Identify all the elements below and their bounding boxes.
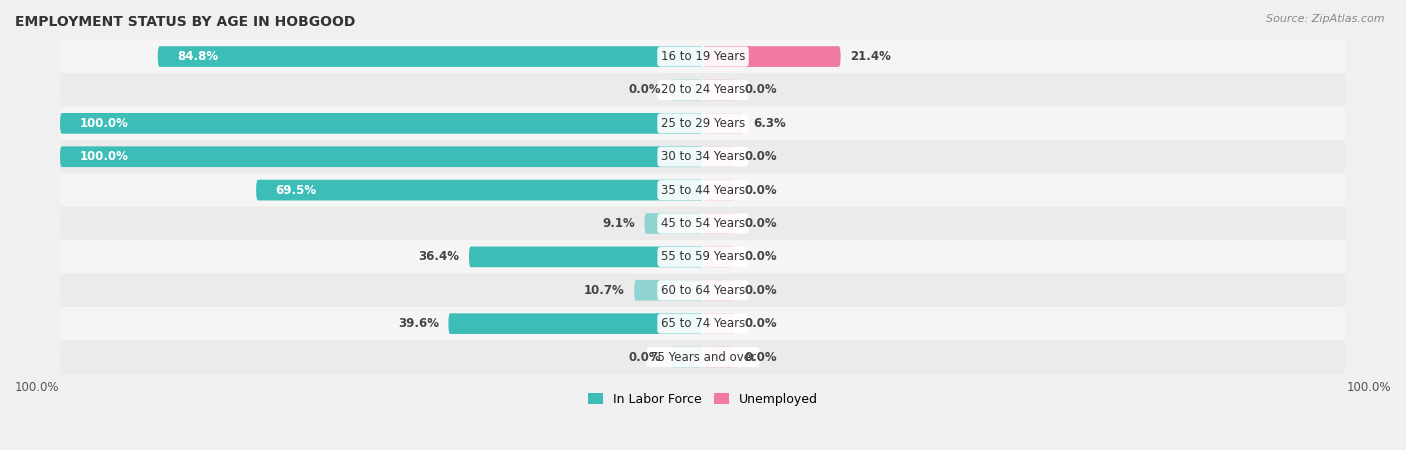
Text: 100.0%: 100.0%: [79, 150, 128, 163]
FancyBboxPatch shape: [60, 173, 1346, 207]
Text: 9.1%: 9.1%: [602, 217, 636, 230]
FancyBboxPatch shape: [671, 346, 703, 367]
FancyBboxPatch shape: [449, 313, 703, 334]
FancyBboxPatch shape: [60, 274, 1346, 307]
FancyBboxPatch shape: [60, 146, 703, 167]
Text: 55 to 59 Years: 55 to 59 Years: [661, 250, 745, 263]
FancyBboxPatch shape: [256, 180, 703, 200]
FancyBboxPatch shape: [60, 240, 1346, 274]
FancyBboxPatch shape: [703, 313, 735, 334]
FancyBboxPatch shape: [60, 107, 1346, 140]
FancyBboxPatch shape: [60, 307, 1346, 340]
Text: 30 to 34 Years: 30 to 34 Years: [661, 150, 745, 163]
Text: 0.0%: 0.0%: [628, 351, 661, 364]
Text: 6.3%: 6.3%: [754, 117, 786, 130]
Text: 10.7%: 10.7%: [583, 284, 624, 297]
Text: 0.0%: 0.0%: [745, 184, 778, 197]
FancyBboxPatch shape: [703, 213, 735, 234]
Text: 0.0%: 0.0%: [745, 150, 778, 163]
Text: 0.0%: 0.0%: [745, 250, 778, 263]
FancyBboxPatch shape: [644, 213, 703, 234]
FancyBboxPatch shape: [60, 113, 703, 134]
Text: 75 Years and over: 75 Years and over: [650, 351, 756, 364]
FancyBboxPatch shape: [703, 80, 735, 100]
Text: 100.0%: 100.0%: [1347, 381, 1391, 394]
Text: 69.5%: 69.5%: [276, 184, 316, 197]
FancyBboxPatch shape: [634, 280, 703, 301]
Text: 20 to 24 Years: 20 to 24 Years: [661, 83, 745, 96]
FancyBboxPatch shape: [470, 247, 703, 267]
Text: 100.0%: 100.0%: [79, 117, 128, 130]
Text: 0.0%: 0.0%: [745, 217, 778, 230]
FancyBboxPatch shape: [60, 73, 1346, 107]
FancyBboxPatch shape: [671, 80, 703, 100]
FancyBboxPatch shape: [703, 46, 841, 67]
FancyBboxPatch shape: [60, 207, 1346, 240]
Text: 36.4%: 36.4%: [419, 250, 460, 263]
FancyBboxPatch shape: [703, 346, 735, 367]
Text: EMPLOYMENT STATUS BY AGE IN HOBGOOD: EMPLOYMENT STATUS BY AGE IN HOBGOOD: [15, 15, 356, 29]
Text: 0.0%: 0.0%: [628, 83, 661, 96]
Text: 0.0%: 0.0%: [745, 83, 778, 96]
FancyBboxPatch shape: [703, 113, 744, 134]
Text: 60 to 64 Years: 60 to 64 Years: [661, 284, 745, 297]
Text: Source: ZipAtlas.com: Source: ZipAtlas.com: [1267, 14, 1385, 23]
Text: 45 to 54 Years: 45 to 54 Years: [661, 217, 745, 230]
Text: 0.0%: 0.0%: [745, 317, 778, 330]
Text: 35 to 44 Years: 35 to 44 Years: [661, 184, 745, 197]
Legend: In Labor Force, Unemployed: In Labor Force, Unemployed: [583, 388, 823, 411]
FancyBboxPatch shape: [703, 247, 735, 267]
FancyBboxPatch shape: [60, 140, 1346, 173]
FancyBboxPatch shape: [60, 40, 1346, 73]
Text: 39.6%: 39.6%: [398, 317, 439, 330]
Text: 84.8%: 84.8%: [177, 50, 218, 63]
Text: 100.0%: 100.0%: [15, 381, 59, 394]
FancyBboxPatch shape: [157, 46, 703, 67]
Text: 0.0%: 0.0%: [745, 351, 778, 364]
FancyBboxPatch shape: [60, 340, 1346, 374]
FancyBboxPatch shape: [703, 146, 735, 167]
Text: 25 to 29 Years: 25 to 29 Years: [661, 117, 745, 130]
Text: 0.0%: 0.0%: [745, 284, 778, 297]
FancyBboxPatch shape: [703, 280, 735, 301]
Text: 16 to 19 Years: 16 to 19 Years: [661, 50, 745, 63]
Text: 21.4%: 21.4%: [851, 50, 891, 63]
FancyBboxPatch shape: [703, 180, 735, 200]
Text: 65 to 74 Years: 65 to 74 Years: [661, 317, 745, 330]
